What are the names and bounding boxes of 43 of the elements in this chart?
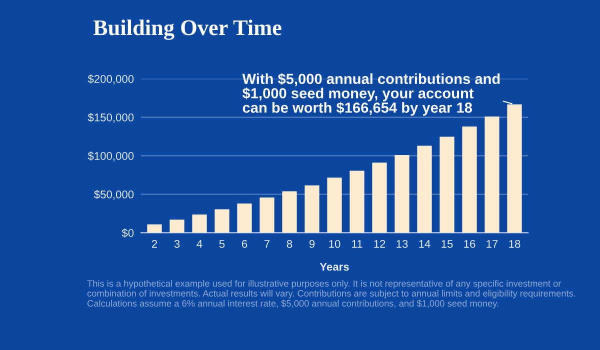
bar	[327, 178, 342, 233]
x-tick-label: 18	[509, 240, 520, 248]
x-tick-label: 11	[352, 240, 362, 248]
bar	[372, 162, 387, 233]
bar	[394, 154, 410, 233]
x-tick-label: 3	[174, 240, 180, 248]
x-tick-label: 6	[242, 240, 248, 248]
y-tick-label: $0	[122, 228, 134, 238]
x-tick-label: 14	[419, 240, 430, 248]
x-tick-label: 9	[309, 240, 315, 248]
bar	[304, 185, 320, 233]
bar	[440, 136, 454, 233]
x-tick-label: 4	[196, 240, 202, 248]
x-tick-label: 17	[486, 240, 498, 248]
y-tick-label: $150,000	[88, 113, 134, 123]
x-tick-label: 8	[286, 240, 292, 248]
x-tick-label: 5	[219, 240, 225, 248]
bar	[417, 146, 432, 233]
x-tick-label: 2	[152, 240, 158, 248]
x-tick-label: 15	[442, 240, 453, 248]
bar	[170, 220, 184, 233]
annotation: With $5,000 annual contributions and $1,000 seed money, your account can be worth $166,654 by year 18	[242, 73, 500, 116]
x-axis-title: Years	[320, 262, 349, 271]
x-tick-label: 12	[374, 240, 386, 248]
bar	[462, 126, 477, 233]
x-tick-label: 7	[264, 240, 270, 248]
bar	[282, 191, 297, 233]
y-tick-label: $200,000	[88, 74, 134, 84]
y-tick-label: $50,000	[94, 190, 134, 200]
x-tick-label: 10	[329, 240, 340, 248]
bar	[147, 224, 162, 233]
bar	[484, 116, 500, 233]
bar	[350, 170, 364, 233]
bar	[214, 209, 230, 233]
text: This is a hypothetical example used for illustrative purposes only. It is not representative of any specific investment or combination of investments. Actual results will vary. Contributions are subject to annual limits and eligibility requirements. Calculations assume a 6% annual interest rate, $5,000 annual contributions, and $1,000 seed money.	[87, 280, 576, 308]
bar	[237, 203, 252, 233]
bar	[507, 104, 522, 233]
x-tick-label: 16	[464, 240, 476, 248]
y-tick-label: $100,000	[88, 152, 134, 162]
x-tick-label: 13	[396, 240, 408, 248]
chart-title: Building Over Time	[93, 20, 282, 40]
bar	[260, 198, 274, 233]
bar	[192, 214, 207, 233]
